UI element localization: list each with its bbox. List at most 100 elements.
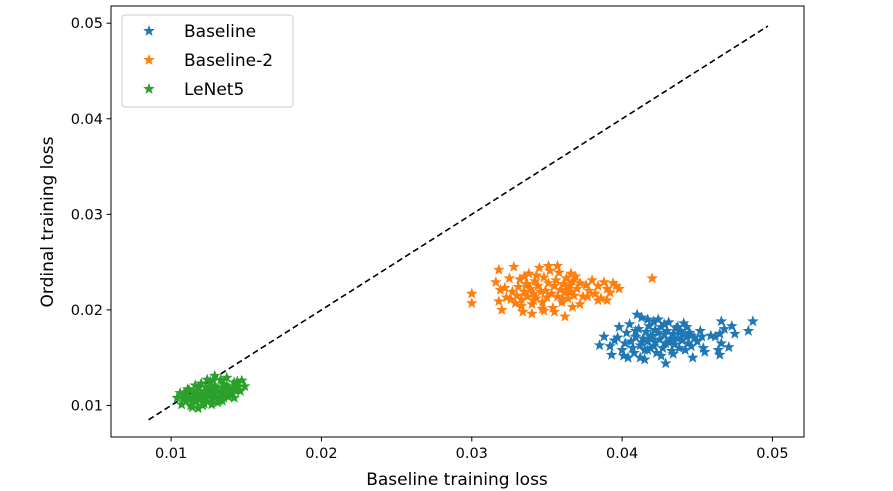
data-point [589,287,601,299]
plot-frame [110,5,805,438]
data-point [518,270,531,282]
data-point [505,293,517,305]
data-point [694,324,707,336]
data-point [208,369,221,381]
data-point [545,287,558,299]
data-point [622,351,634,363]
data-point [565,267,577,279]
data-point [613,282,625,294]
series-lenet5 [171,369,251,414]
data-point [625,335,637,347]
data-point [608,334,621,346]
data-point [647,340,660,352]
data-point [560,283,573,295]
data-point [560,272,573,284]
reference-line-layer [148,25,769,421]
legend-label-baseline-2: Baseline-2 [184,51,273,71]
data-point [466,297,478,309]
data-point [239,380,251,392]
data-point [199,381,212,393]
data-point [676,327,688,339]
data-point [619,337,631,349]
x-tick-label: 0.05 [756,446,788,462]
data-point [566,300,579,312]
data-point [715,315,728,327]
data-point [605,348,618,360]
x-tick-label: 0.03 [456,446,488,462]
data-point [557,278,570,289]
data-point [715,337,728,349]
data-point [496,303,508,315]
data-point [207,374,219,386]
data-point [526,307,538,319]
data-point [634,351,646,363]
data-point [220,371,233,383]
data-point [714,348,726,360]
data-point [210,382,222,394]
x-tick-label: 0.04 [606,446,638,462]
data-point [530,269,543,281]
data-point [641,343,654,355]
data-point [659,357,672,369]
data-point [726,320,738,332]
y-tick-label: 0.02 [71,303,103,319]
y-tick-label: 0.05 [71,16,103,32]
data-point [527,294,540,306]
data-point [696,330,708,342]
data-point [568,289,580,301]
data-point [742,324,755,336]
data-point [649,323,661,335]
x-tick-label: 0.02 [305,446,337,462]
data-point [493,295,505,307]
data-point [629,324,642,336]
data-point [186,401,198,413]
data-point [177,388,189,400]
data-point [652,313,664,325]
data-point [601,294,613,306]
legend-marker-baseline [143,24,155,36]
data-point [517,305,529,317]
data-point [581,290,594,302]
data-point [640,325,652,337]
data-point [234,385,247,397]
data-point [604,286,616,298]
data-point [512,280,525,292]
data-point [533,261,546,273]
data-point [551,290,564,302]
data-point [598,330,610,342]
data-point [521,278,534,289]
data-point [646,272,658,284]
data-point [643,320,655,332]
y-tick-label: 0.03 [71,207,103,223]
data-point [571,282,583,294]
data-point [673,342,685,354]
data-point [201,373,213,385]
data-point [198,397,210,409]
data-point [574,277,586,289]
data-point [635,336,648,348]
data-point [714,327,726,339]
series-layer [171,259,759,414]
data-point [629,330,642,342]
data-point [548,279,561,291]
data-point [538,304,550,316]
data-point [658,318,670,330]
legend-marker-lenet5 [143,82,155,94]
data-point [553,266,565,278]
data-point [644,330,657,342]
data-point [598,276,610,288]
data-point [641,313,654,325]
data-point [691,335,704,347]
x-axis-label: Baseline training loss [366,470,548,490]
data-point [542,277,555,289]
reference-diagonal-line [148,25,769,421]
data-point [503,272,516,284]
legend-label-lenet5: LeNet5 [184,80,244,100]
series-baseline-2 [466,259,658,322]
data-point [718,322,731,334]
data-point [490,276,502,288]
data-point [620,326,633,338]
data-point [181,383,194,395]
data-point [556,293,568,305]
